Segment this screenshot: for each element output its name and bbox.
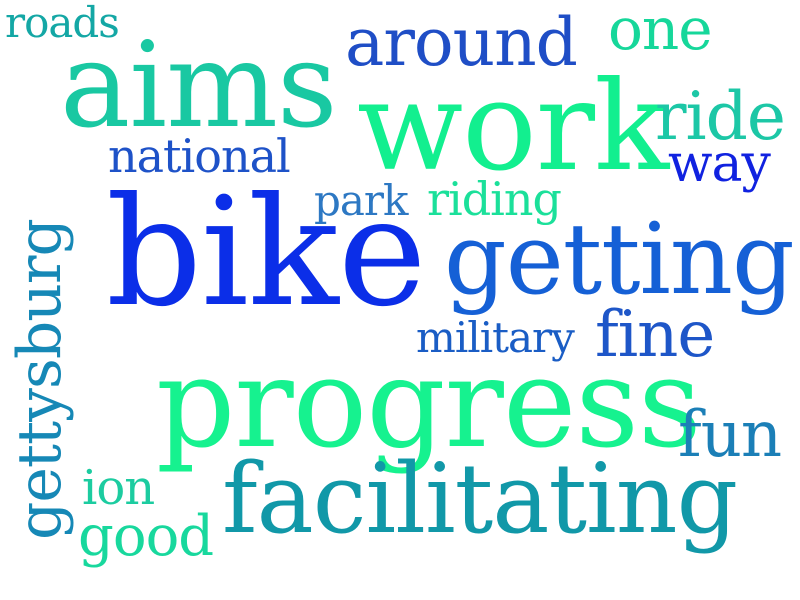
word-ion: ion bbox=[82, 460, 155, 516]
word-national: national bbox=[108, 129, 291, 183]
word-fun: fun bbox=[678, 398, 782, 472]
word-way: way bbox=[668, 134, 771, 194]
word-aims: aims bbox=[60, 16, 338, 154]
word-getting: getting bbox=[444, 203, 795, 317]
word-work: work bbox=[357, 55, 669, 199]
word-good: good bbox=[78, 504, 214, 569]
word-progress: progress bbox=[156, 332, 702, 476]
word-riding: riding bbox=[427, 172, 562, 226]
word-one: one bbox=[608, 0, 713, 63]
word-military: military bbox=[416, 313, 575, 362]
word-ride: ride bbox=[655, 78, 786, 155]
word-gettysburg: gettysburg bbox=[5, 219, 75, 540]
word-park: park bbox=[314, 176, 408, 225]
word-roads: roads bbox=[5, 0, 120, 47]
word-bike: bike bbox=[106, 166, 427, 340]
word-facilitating: facilitating bbox=[222, 443, 738, 555]
word-around: around bbox=[345, 4, 578, 81]
word-fine: fine bbox=[595, 298, 715, 372]
